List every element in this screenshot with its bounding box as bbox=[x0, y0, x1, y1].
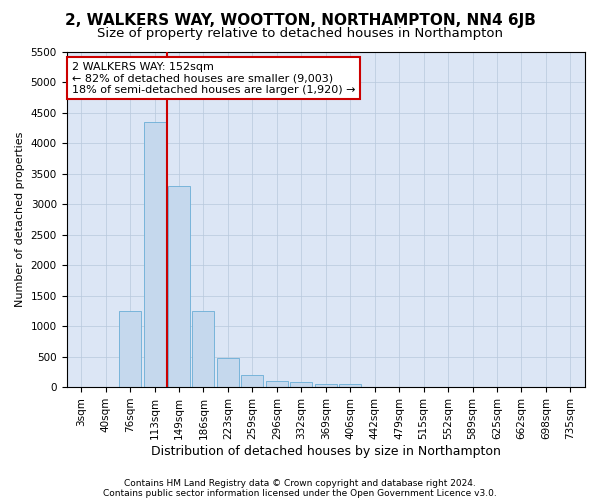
Bar bbox=[143, 122, 166, 387]
X-axis label: Distribution of detached houses by size in Northampton: Distribution of detached houses by size … bbox=[151, 444, 501, 458]
Bar bbox=[241, 375, 263, 387]
Bar bbox=[315, 384, 337, 387]
Text: 2, WALKERS WAY, WOOTTON, NORTHAMPTON, NN4 6JB: 2, WALKERS WAY, WOOTTON, NORTHAMPTON, NN… bbox=[65, 12, 535, 28]
Text: Contains public sector information licensed under the Open Government Licence v3: Contains public sector information licen… bbox=[103, 488, 497, 498]
Bar bbox=[193, 311, 214, 387]
Bar bbox=[217, 358, 239, 387]
Bar bbox=[168, 186, 190, 387]
Bar bbox=[119, 311, 141, 387]
Bar bbox=[266, 381, 288, 387]
Bar bbox=[290, 382, 313, 387]
Text: Contains HM Land Registry data © Crown copyright and database right 2024.: Contains HM Land Registry data © Crown c… bbox=[124, 478, 476, 488]
Text: Size of property relative to detached houses in Northampton: Size of property relative to detached ho… bbox=[97, 28, 503, 40]
Bar bbox=[339, 384, 361, 387]
Y-axis label: Number of detached properties: Number of detached properties bbox=[15, 132, 25, 307]
Text: 2 WALKERS WAY: 152sqm
← 82% of detached houses are smaller (9,003)
18% of semi-d: 2 WALKERS WAY: 152sqm ← 82% of detached … bbox=[72, 62, 355, 95]
